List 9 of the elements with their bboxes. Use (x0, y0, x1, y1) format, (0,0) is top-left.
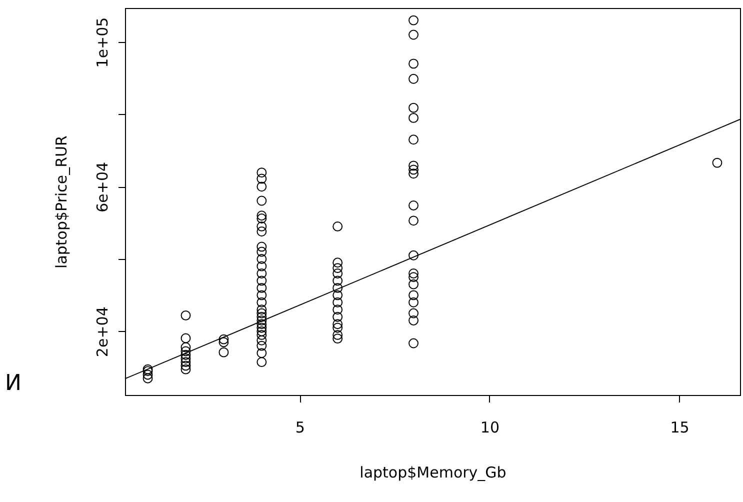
y-tick-label: 6e+04 (94, 162, 112, 212)
y-tick-label: 2e+04 (94, 306, 112, 358)
text: И (5, 371, 22, 396)
y-axis-title: laptop$Price_RUR (52, 136, 70, 268)
x-tick-label: 10 (480, 418, 500, 436)
y-tick-label: 1e+05 (94, 17, 112, 68)
x-tick-label: 15 (670, 418, 690, 436)
x-tick-label: 5 (295, 418, 305, 436)
x-axis-title: laptop$Memory_Gb (360, 464, 506, 482)
